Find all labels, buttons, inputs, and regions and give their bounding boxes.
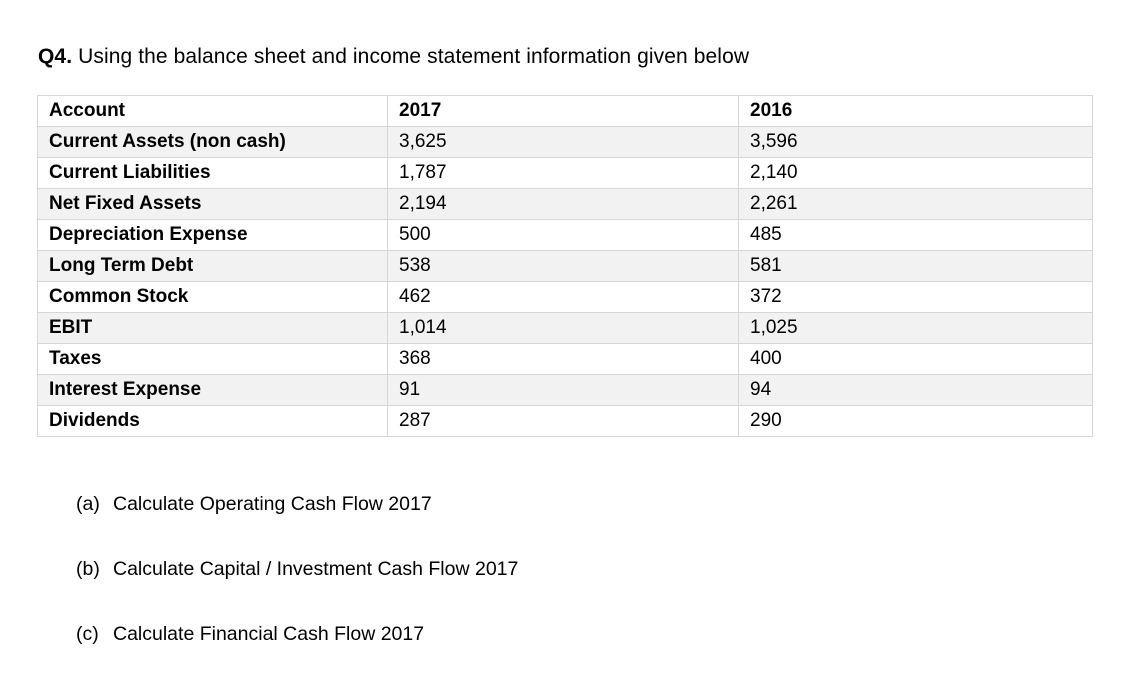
financials-table: Account 2017 2016 Current Assets (non ca… [37, 95, 1093, 437]
table-row: Interest Expense 91 94 [37, 374, 1093, 406]
value-2016-cell: 372 [738, 281, 1093, 313]
value-2017-cell: 91 [387, 374, 739, 406]
question-a-label: (a) [76, 493, 100, 515]
value-2016-cell: 400 [738, 343, 1093, 375]
value-2016-cell: 2,261 [738, 188, 1093, 220]
table-row: Current Assets (non cash) 3,625 3,596 [37, 126, 1093, 158]
table-row: Taxes 368 400 [37, 343, 1093, 375]
table-row: Long Term Debt 538 581 [37, 250, 1093, 282]
value-2017-cell: 538 [387, 250, 739, 282]
value-2016-cell: 485 [738, 219, 1093, 251]
account-cell: Interest Expense [37, 374, 388, 406]
question-b-text: Calculate Capital / Investment Cash Flow… [113, 558, 519, 580]
account-cell: Taxes [37, 343, 388, 375]
table-row: Current Liabilities 1,787 2,140 [37, 157, 1093, 189]
value-2016-cell: 3,596 [738, 126, 1093, 158]
table-row: EBIT 1,014 1,025 [37, 312, 1093, 344]
year-2016-header: 2016 [738, 95, 1093, 127]
table-row: Depreciation Expense 500 485 [37, 219, 1093, 251]
question-b-label: (b) [76, 558, 100, 580]
question-number: Q4. [38, 45, 73, 68]
year-2017-header: 2017 [387, 95, 739, 127]
question-c-text: Calculate Financial Cash Flow 2017 [113, 623, 425, 645]
account-cell: EBIT [37, 312, 388, 344]
value-2017-cell: 368 [387, 343, 739, 375]
account-header: Account [37, 95, 388, 127]
account-cell: Long Term Debt [37, 250, 388, 282]
value-2017-cell: 287 [387, 405, 739, 437]
account-cell: Current Liabilities [37, 157, 388, 189]
value-2016-cell: 581 [738, 250, 1093, 282]
value-2016-cell: 1,025 [738, 312, 1093, 344]
table-row: Common Stock 462 372 [37, 281, 1093, 313]
value-2016-cell: 290 [738, 405, 1093, 437]
table-header-row: Account 2017 2016 [37, 95, 1093, 127]
question-title: Q4. Using the balance sheet and income s… [38, 45, 749, 69]
account-cell: Common Stock [37, 281, 388, 313]
value-2017-cell: 462 [387, 281, 739, 313]
value-2016-cell: 2,140 [738, 157, 1093, 189]
value-2017-cell: 2,194 [387, 188, 739, 220]
question-c-label: (c) [76, 623, 99, 645]
value-2016-cell: 94 [738, 374, 1093, 406]
value-2017-cell: 1,014 [387, 312, 739, 344]
account-cell: Net Fixed Assets [37, 188, 388, 220]
table-row: Net Fixed Assets 2,194 2,261 [37, 188, 1093, 220]
question-b: (b) Calculate Capital / Investment Cash … [76, 558, 518, 581]
question-a: (a) Calculate Operating Cash Flow 2017 [76, 493, 432, 516]
question-c: (c) Calculate Financial Cash Flow 2017 [76, 623, 424, 646]
value-2017-cell: 500 [387, 219, 739, 251]
account-cell: Dividends [37, 405, 388, 437]
question-a-text: Calculate Operating Cash Flow 2017 [113, 493, 432, 515]
account-cell: Current Assets (non cash) [37, 126, 388, 158]
value-2017-cell: 1,787 [387, 157, 739, 189]
table-row: Dividends 287 290 [37, 405, 1093, 437]
question-title-text: Using the balance sheet and income state… [72, 45, 750, 68]
value-2017-cell: 3,625 [387, 126, 739, 158]
account-cell: Depreciation Expense [37, 219, 388, 251]
